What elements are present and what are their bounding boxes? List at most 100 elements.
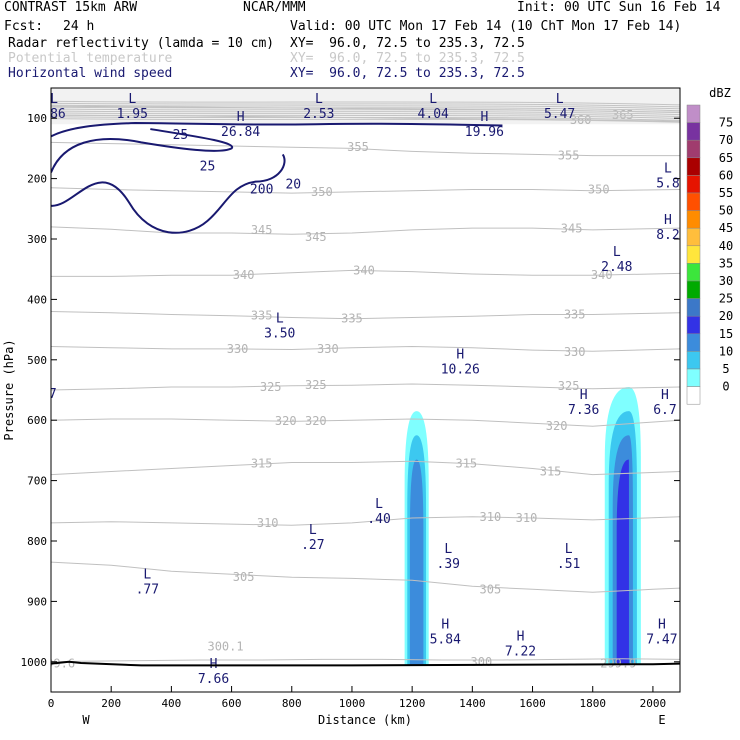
colorbar-level-70: 70 <box>719 133 733 147</box>
isentrope-label-305-0: 305 <box>233 570 255 584</box>
isentrope-label-300-1: 300 <box>471 655 493 669</box>
isentrope-label-340-1: 340 <box>353 263 375 277</box>
isentrope-upper-4 <box>51 108 680 114</box>
extremum-L-4: L <box>429 92 437 107</box>
extremum-L-18: L <box>565 542 573 557</box>
isentrope-label-330-0: 330 <box>227 342 249 356</box>
x-tick-label-1400: 1400 <box>459 697 486 710</box>
colorbar-level-10: 10 <box>719 344 733 358</box>
fcst-label: Fcst: <box>4 19 44 34</box>
colorbar-swatch-16 <box>686 386 701 405</box>
x-tick-label-1200: 1200 <box>399 697 426 710</box>
x-tick-label-0: 0 <box>48 697 55 710</box>
colorbar-swatch-15 <box>686 368 701 387</box>
wind-contour-25-upper <box>51 122 503 138</box>
x-tick-label-800: 800 <box>282 697 302 710</box>
isentrope-300 <box>51 658 680 663</box>
x-tick-label-200: 200 <box>101 697 121 710</box>
isentrope-upper-1 <box>51 102 680 108</box>
isentrope-310 <box>51 516 680 526</box>
x-axis-east-label: E <box>658 713 665 727</box>
y-tick-label-200: 200 <box>27 173 47 186</box>
extremum-L-15: L <box>375 497 383 512</box>
extremum-value-13: 7.36 <box>568 403 599 418</box>
isentrope-305 <box>51 561 680 593</box>
extremum-value-3: 2.53 <box>303 107 334 122</box>
colorbar-level-15: 15 <box>719 327 733 341</box>
extremum-L-6: L <box>556 92 564 107</box>
field-reflectivity-xy: XY= 96.0, 72.5 to 235.3, 72.5 <box>290 36 525 51</box>
isentrope-label-310-1: 310 <box>480 510 502 524</box>
isentrope-label-355-1: 355 <box>558 149 580 163</box>
valid-time: Valid: 00 UTC Mon 17 Feb 14 (10 ChT Mon … <box>290 19 682 34</box>
colorbar-level-40: 40 <box>719 239 733 253</box>
colorbar-level-35: 35 <box>719 256 733 270</box>
colorbar-unit: dBZ <box>709 86 731 100</box>
x-tick-label-2000: 2000 <box>640 697 667 710</box>
isentrope-label-315-1: 315 <box>455 457 477 471</box>
isentrope-upper-3 <box>51 106 680 112</box>
field-wind-xy: XY= 96.0, 72.5 to 235.3, 72.5 <box>290 66 525 81</box>
colorbar-level-20: 20 <box>719 309 733 323</box>
colorbar-level-45: 45 <box>719 221 733 235</box>
isentrope-label-300-0: 300.1 <box>207 640 243 654</box>
isentrope-320 <box>51 418 680 427</box>
isentrope-label-345-1: 345 <box>305 230 327 244</box>
plot-frame <box>50 87 681 693</box>
x-tick-label-1800: 1800 <box>579 697 606 710</box>
extremum-H-2: H <box>237 110 245 125</box>
extremum-L-17: L <box>444 542 452 557</box>
isentrope-upper-7 <box>51 114 680 119</box>
extremum-value-12: .47 <box>33 387 56 402</box>
isentrope-330 <box>51 345 680 352</box>
isentrope-label-355-0: 355 <box>347 140 369 154</box>
y-axis-label: Pressure (hPa) <box>2 339 16 440</box>
colorbar-level-75: 75 <box>719 116 733 130</box>
extremum-value-11: 10.26 <box>441 363 480 378</box>
isentrope-label-325-0: 325 <box>260 380 282 394</box>
isentrope-label-320-2: 320 <box>546 419 568 433</box>
isentrope-label-335-2: 335 <box>564 308 586 322</box>
isentrope-325 <box>51 383 680 391</box>
extremum-value-21: 7.22 <box>505 645 536 660</box>
extremum-H-14: H <box>661 388 669 403</box>
extremum-value-5: 19.96 <box>465 125 504 140</box>
colorbar-swatch-14 <box>686 351 701 370</box>
extremum-value-18: .51 <box>557 557 580 572</box>
colorbar-swatch-5 <box>686 192 701 211</box>
colorbar-swatch-9 <box>686 263 701 282</box>
colorbar-swatch-7 <box>686 227 701 247</box>
field-reflectivity-name: Radar reflectivity (lamda = 10 cm) <box>8 36 275 51</box>
fcst-value: 24 h <box>63 19 95 34</box>
isentrope-label-350-1: 350 <box>588 182 610 196</box>
extremum-L-3: L <box>315 92 323 107</box>
colorbar-level-50: 50 <box>719 204 733 218</box>
isentrope-label-330-2: 330 <box>564 345 586 359</box>
x-axis-label: Distance (km) <box>318 713 412 727</box>
extremum-L-19: L <box>143 567 151 582</box>
extremum-L-9: L <box>613 245 621 260</box>
isentrope-upper-9 <box>51 118 680 123</box>
extremum-L-12: L <box>41 372 49 387</box>
isentrope-label-345-2: 345 <box>561 222 583 236</box>
extremum-L-16: L <box>309 523 317 538</box>
extremum-value-2: 26.84 <box>221 125 260 140</box>
colorbar-swatch-4 <box>686 175 701 194</box>
isentrope-label-340-0: 340 <box>233 268 255 282</box>
extremum-value-16: .27 <box>301 538 324 553</box>
colorbar-swatch-3 <box>686 157 701 176</box>
isentrope-345 <box>51 226 680 235</box>
surface-line <box>51 660 680 667</box>
extremum-value-8: 8.2 <box>656 228 679 243</box>
colorbar-level-30: 30 <box>719 274 733 288</box>
isentrope-label-300-2: 299.6 <box>39 657 75 671</box>
colorbar-swatch-6 <box>686 210 701 229</box>
colorbar-level-0: 0 <box>722 380 729 394</box>
isentrope-335 <box>51 311 680 320</box>
wind-label-25-1: 25 <box>200 160 216 175</box>
extremum-value-10: 3.50 <box>264 326 295 341</box>
init-time: Init: 00 UTC Sun 16 Feb 14 <box>517 0 721 15</box>
isentrope-label-335-0: 335 <box>251 309 273 323</box>
isentrope-350 <box>51 187 680 194</box>
